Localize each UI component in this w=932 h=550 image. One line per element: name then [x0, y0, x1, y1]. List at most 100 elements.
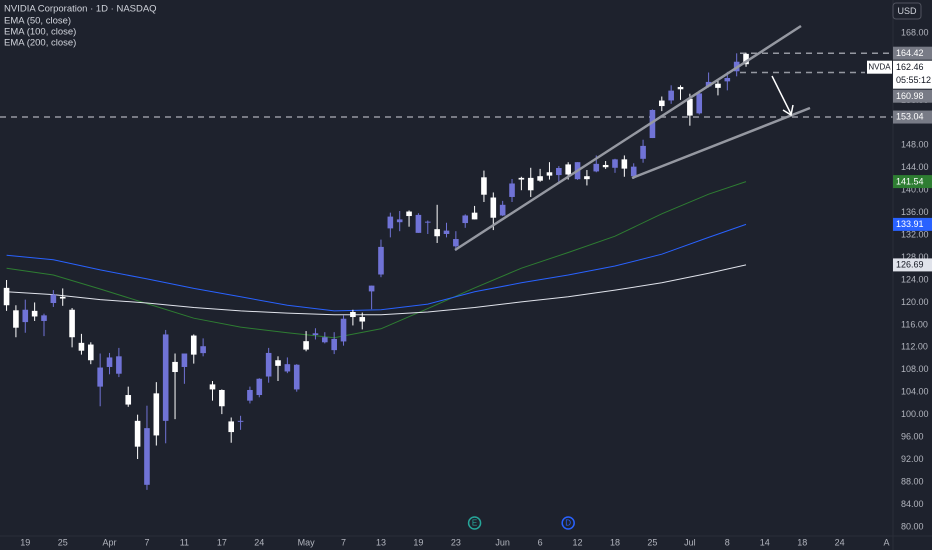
y-tick-label: 96.00 [901, 431, 924, 441]
x-tick-label: 6 [538, 537, 543, 547]
price-label-box [893, 46, 932, 60]
candle-body [144, 428, 150, 485]
candle-body [228, 421, 235, 433]
candle-body [190, 335, 197, 355]
candle-body [453, 239, 459, 247]
legend-entry: EMA (50, close) [4, 16, 71, 27]
candle-body [387, 216, 394, 229]
trend-line [454, 24, 802, 252]
candle-body [556, 168, 562, 176]
currency-label[interactable]: USD [897, 6, 917, 16]
price-label: 160.98 [896, 91, 924, 101]
y-tick-label: 92.00 [901, 454, 924, 464]
y-tick-label: 84.00 [901, 499, 924, 509]
candle-body [50, 294, 57, 304]
candle-body [424, 221, 431, 223]
legend-entry: EMA (100, close) [4, 27, 76, 38]
y-tick-label: 168.00 [901, 27, 929, 37]
arrow-head [782, 104, 794, 117]
candle-body [69, 309, 75, 338]
legend-entry: EMA (200, close) [4, 38, 76, 49]
legend-title: NVIDIA Corporation · 1D · NASDAQ [4, 4, 157, 15]
x-tick-label: 7 [144, 537, 149, 547]
event-marker [561, 516, 575, 530]
candle-body [546, 172, 553, 176]
price-label: 133.91 [896, 219, 924, 229]
candle-body [565, 164, 571, 175]
candle-body [584, 176, 590, 180]
candle-body [22, 309, 29, 323]
y-tick-label: 88.00 [901, 476, 924, 486]
candle-body [275, 360, 281, 366]
candle-body [265, 352, 272, 377]
arrow [771, 75, 792, 115]
candle-body [378, 246, 384, 275]
candle-body [406, 211, 412, 217]
y-tick-label: 112.00 [901, 342, 928, 352]
x-tick-label: Jun [495, 537, 510, 547]
x-tick-label: 23 [451, 537, 461, 547]
candle-body [602, 164, 609, 168]
price-label: 126.69 [896, 260, 924, 270]
y-tick-label: 100.00 [901, 409, 929, 419]
candle-body [621, 159, 628, 169]
x-tick-label: 8 [725, 537, 730, 547]
candle-body [509, 183, 515, 197]
x-tick-label: 11 [180, 537, 189, 547]
event-label: D [565, 519, 571, 528]
candle-body [322, 337, 328, 343]
x-tick-label: 7 [341, 537, 346, 547]
candle-body [443, 230, 450, 234]
y-tick-label: 140.00 [901, 185, 929, 195]
x-tick-label: 14 [760, 537, 770, 547]
y-tick-label: 120.00 [901, 297, 929, 307]
candle-body [612, 159, 618, 168]
y-tick-label: 144.00 [901, 162, 929, 172]
candle-body [172, 361, 178, 373]
x-tick-label: May [298, 537, 316, 547]
candle-body [527, 177, 534, 191]
y-tick-label: 80.00 [901, 521, 924, 531]
price-label-box [893, 217, 932, 231]
candle-body [677, 86, 684, 90]
candle-body [59, 296, 66, 299]
x-tick-label: 25 [647, 537, 657, 547]
candle-body [499, 204, 506, 216]
x-tick-label: Jul [684, 537, 696, 547]
candle-body [97, 367, 103, 387]
candle-body [87, 344, 94, 361]
candle-body [106, 357, 113, 367]
plot-area [0, 52, 893, 490]
y-tick-label: 108.00 [901, 364, 929, 374]
candle-body [471, 212, 478, 220]
event-marker [467, 516, 482, 530]
candle-body [41, 315, 47, 321]
candle-body [687, 98, 693, 116]
candle-body [200, 346, 206, 354]
candle-body [256, 378, 263, 396]
candle-body [518, 177, 525, 180]
price-label: 153.04 [896, 112, 924, 122]
x-tick-label: 25 [58, 537, 68, 547]
candle-body [658, 100, 665, 107]
price-label: 164.42 [896, 48, 924, 58]
x-tick-label: 18 [797, 537, 807, 547]
candle-body [715, 83, 721, 88]
currency-button[interactable] [892, 2, 922, 20]
candle-body [340, 318, 347, 342]
candle-body [630, 166, 637, 177]
symbol-label: NVDA [868, 63, 891, 72]
ema-line [6, 223, 747, 312]
y-tick-label: 136.00 [901, 207, 929, 217]
candle-body [415, 214, 422, 233]
countdown: 05:55:12 [896, 75, 931, 85]
y-tick-label: 104.00 [901, 387, 929, 397]
x-tick-label: 19 [413, 537, 423, 547]
x-tick-label: 12 [573, 537, 583, 547]
candle-body [640, 145, 646, 159]
candle-body [743, 53, 749, 65]
candle-body [312, 333, 319, 335]
candle-body [209, 384, 216, 390]
candle-body [125, 395, 132, 405]
